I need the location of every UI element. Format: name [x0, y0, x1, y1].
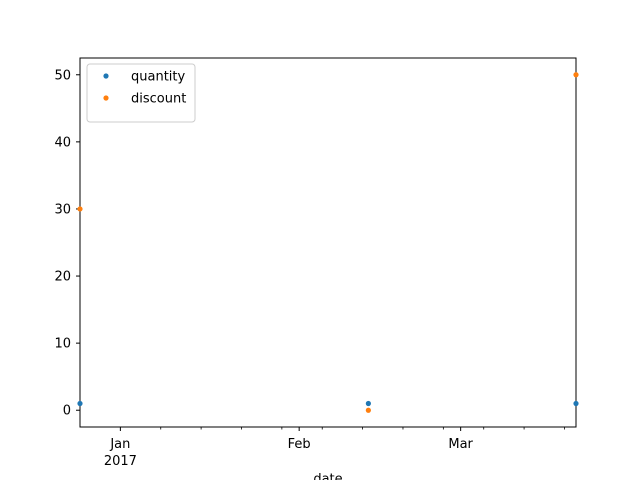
x-tick-label: Mar	[448, 437, 473, 452]
y-tick-label: 10	[54, 337, 71, 352]
legend-box	[86, 63, 196, 123]
x-tick-sublabel: 2017	[104, 454, 137, 469]
data-points	[77, 72, 579, 413]
data-point-quantity	[573, 400, 579, 407]
data-point-quantity	[365, 400, 371, 407]
y-tick-label: 30	[54, 202, 71, 217]
data-point-discount	[365, 407, 371, 413]
legend-label-quantity: quantity	[131, 70, 186, 85]
legend-label-discount: discount	[131, 92, 186, 107]
data-point-quantity	[77, 400, 83, 407]
legend-marker-quantity	[103, 73, 109, 79]
y-tick-label: 0	[63, 404, 71, 419]
x-tick-label: Feb	[288, 437, 311, 452]
legend-marker-discount	[103, 95, 109, 101]
legend: quantity discount	[86, 63, 196, 123]
data-point-discount	[573, 72, 579, 78]
y-tick-label: 20	[54, 270, 71, 285]
axes: 0 10 20 30 40 50 Jan 2017 Feb Mar	[54, 57, 577, 469]
x-tick-label: Jan	[109, 437, 130, 452]
y-tick-label: 40	[54, 135, 71, 150]
plot-frame	[79, 57, 577, 428]
y-tick-label: 50	[54, 68, 71, 83]
data-point-discount	[77, 206, 83, 212]
x-axis-label: date	[313, 472, 342, 480]
